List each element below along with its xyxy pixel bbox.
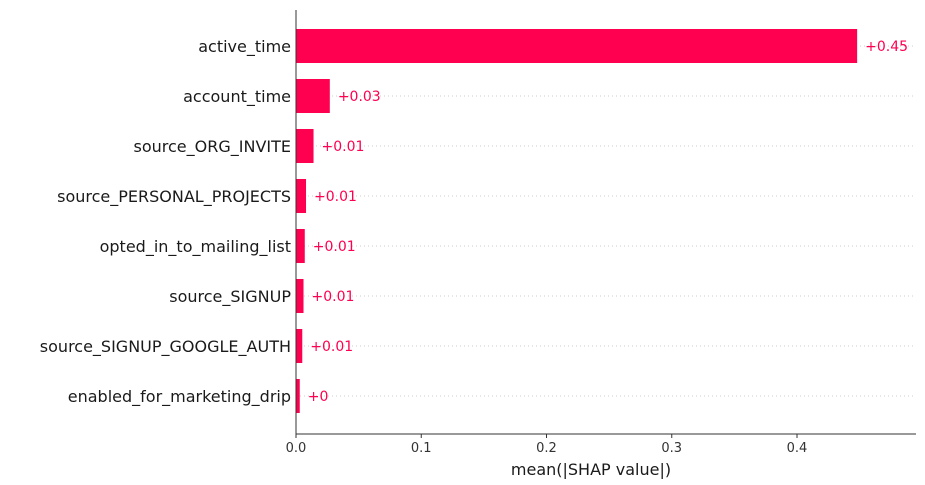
- bar: [296, 279, 304, 313]
- category-label: source_SIGNUP: [169, 287, 291, 307]
- bars: [296, 29, 858, 413]
- bar: [296, 129, 314, 163]
- category-label: source_ORG_INVITE: [134, 137, 291, 157]
- category-label: active_time: [198, 37, 291, 57]
- value-label: +0.01: [310, 339, 353, 355]
- x-axis-title: mean(|SHAP value|): [511, 460, 671, 479]
- value-labels: +0.45 +0.03 +0.01 +0.01 +0.01 +0.01 +0.01 +0: [308, 39, 908, 405]
- bar: [296, 329, 303, 363]
- value-label: +0.01: [322, 139, 365, 155]
- x-tick-label: 0.2: [536, 441, 557, 456]
- x-tick-label: 0.0: [286, 441, 307, 456]
- value-label: +0.01: [313, 239, 356, 255]
- x-tick-label: 0.4: [787, 441, 808, 456]
- x-tick-label: 0.3: [661, 441, 682, 456]
- category-label: source_SIGNUP_GOOGLE_AUTH: [40, 337, 291, 357]
- value-label: +0.01: [314, 189, 357, 205]
- category-label: enabled_for_marketing_drip: [68, 387, 291, 407]
- category-label: source_PERSONAL_PROJECTS: [57, 187, 291, 207]
- category-label: opted_in_to_mailing_list: [100, 237, 291, 257]
- gridlines: [296, 45, 916, 397]
- value-label: +0.01: [312, 289, 355, 305]
- bar: [296, 229, 305, 263]
- x-tick-label: 0.1: [411, 441, 432, 456]
- bar: [296, 379, 300, 413]
- value-label: +0.45: [865, 39, 908, 55]
- x-ticks: 0.0 0.1 0.2 0.3 0.4: [286, 434, 808, 456]
- category-label: account_time: [183, 87, 291, 107]
- bar: [296, 79, 330, 113]
- bar: [296, 179, 307, 213]
- value-label: +0.03: [338, 89, 381, 105]
- bar: [296, 29, 858, 63]
- category-labels: active_time account_time source_ORG_INVITE…: [40, 37, 292, 407]
- value-label: +0: [308, 389, 329, 405]
